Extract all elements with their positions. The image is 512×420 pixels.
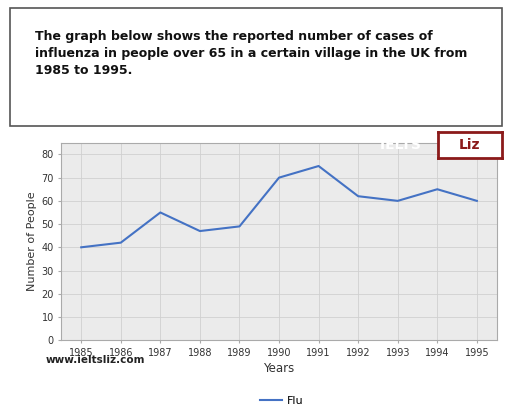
Text: www.ieltsliz.com: www.ieltsliz.com (46, 355, 145, 365)
X-axis label: Years: Years (263, 362, 295, 375)
Text: IELTS: IELTS (380, 138, 426, 152)
Legend: Flu: Flu (255, 391, 308, 410)
Text: The graph below shows the reported number of cases of
influenza in people over 6: The graph below shows the reported numbe… (35, 29, 467, 76)
FancyBboxPatch shape (10, 8, 502, 126)
Y-axis label: Number of People: Number of People (27, 192, 37, 291)
Text: Liz: Liz (459, 138, 480, 152)
